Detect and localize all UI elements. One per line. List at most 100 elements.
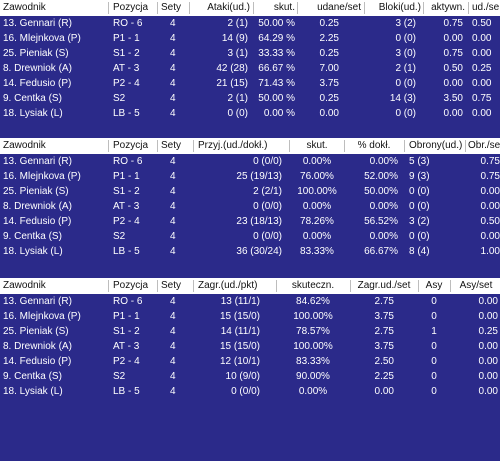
table-row[interactable]: 25. Pieniak (S) S1 - 2 4 14 (11/1) 78.57% 2.7… <box>0 324 500 339</box>
table-cell: 83.33% <box>296 356 330 367</box>
table-row[interactable]: 18. Lysiak (L) LB - 5 4 36 (30/24) 83.33% 66.… <box>0 244 500 259</box>
col-header-digs-per-set[interactable]: Obr./se <box>468 140 500 151</box>
table-cell: 0.25 <box>319 18 339 29</box>
table-cell: 71.43 % <box>258 78 295 89</box>
table-cell: AT - 3 <box>113 341 140 352</box>
player-name-cell: 13. Gennari (R) <box>3 156 72 167</box>
table-cell: 4 <box>170 356 176 367</box>
table-row[interactable]: 9. Centka (S) S2 4 2 (1) 50.00 % 0.25 14 (3) 3.… <box>0 91 500 106</box>
table-cell: 1 <box>431 326 437 337</box>
table-cell: 2.75 <box>374 296 394 307</box>
col-header-player[interactable]: Zawodnik <box>3 2 46 13</box>
table-cell: 0.50 <box>443 63 463 74</box>
col-header-serves[interactable]: Zagr.(ud./pkt) <box>198 280 258 291</box>
table-cell: 4 <box>170 108 176 119</box>
table-cell: 0 (0) <box>395 78 416 89</box>
table-row[interactable]: 16. Mlejnkova (P) P1 - 1 4 14 (9) 64.29 % 2.2… <box>0 31 500 46</box>
col-header-aces[interactable]: Asy <box>425 280 443 291</box>
table-cell: 0.00 <box>478 311 498 322</box>
table-cell: P1 - 1 <box>113 171 140 182</box>
table-cell: 2 (1) <box>227 18 248 29</box>
table-cell: 3.75 <box>374 311 394 322</box>
table-row[interactable]: 8. Drewniok (A) AT - 3 4 42 (28) 66.67 % 7.00… <box>0 61 500 76</box>
table-cell: 15 (15/0) <box>219 311 260 322</box>
table-cell: 0.00 <box>374 386 394 397</box>
col-header-blocks[interactable]: Bloki(ud.) <box>378 2 421 13</box>
col-header-position[interactable]: Pozycja <box>113 140 149 151</box>
table-row[interactable]: 16. Mlejnkova (P) P1 - 1 4 25 (19/13) 76.00%… <box>0 169 500 184</box>
table-cell: 4 <box>170 326 176 337</box>
player-name-cell: 16. Mlejnkova (P) <box>3 33 81 44</box>
col-header-successful-serves-per-set[interactable]: Zagr.ud./set <box>357 280 411 291</box>
table-row[interactable]: 8. Drewniok (A) AT - 3 4 0 (0/0) 0.00% 0.00% 0… <box>0 199 500 214</box>
col-header-attack-efficiency[interactable]: skut. <box>273 2 295 13</box>
table-row[interactable]: 13. Gennari (R) RO - 6 4 2 (1) 50.00 % 0.25 3 … <box>0 16 500 31</box>
player-name-cell: 14. Fedusio (P) <box>3 216 72 227</box>
table-cell: 0 (0) <box>409 231 430 242</box>
col-header-blocks-per-set[interactable]: ud./se <box>472 2 500 13</box>
col-header-player[interactable]: Zawodnik <box>3 280 46 291</box>
player-name-cell: 9. Centka (S) <box>3 371 62 382</box>
table-cell: 64.29 % <box>258 33 295 44</box>
table-cell: 0.00 % <box>263 108 295 119</box>
table-row[interactable]: 25. Pieniak (S) S1 - 2 4 3 (1) 33.33 % 0.25 3 … <box>0 46 500 61</box>
table-cell: RO - 6 <box>113 296 143 307</box>
player-name-cell: 9. Centka (S) <box>3 231 62 242</box>
table-cell: 0.00% <box>369 201 398 212</box>
table-cell: S2 <box>113 371 126 382</box>
col-header-activity[interactable]: aktywn. <box>431 2 465 13</box>
table-row[interactable]: 25. Pieniak (S) S1 - 2 4 2 (2/1) 100.00% 50.0… <box>0 184 500 199</box>
table-cell: 4 <box>170 216 176 227</box>
table-cell: P1 - 1 <box>113 311 140 322</box>
col-header-accuracy[interactable]: % dokł. <box>357 140 391 151</box>
table-cell: 3 (2) <box>409 216 430 227</box>
table-cell: 100.00% <box>297 186 337 197</box>
table-cell: 8 (4) <box>409 246 430 257</box>
table-cell: 0 <box>431 386 437 397</box>
table-row[interactable]: 9. Centka (S) S2 4 0 (0/0) 0.00% 0.00% 0 (0) 0.… <box>0 229 500 244</box>
col-header-digs[interactable]: Obrony(ud.) <box>409 140 463 151</box>
table-cell: S1 - 2 <box>113 326 140 337</box>
table-cell: P2 - 4 <box>113 78 140 89</box>
table-cell: P2 - 4 <box>113 216 140 227</box>
table-row[interactable]: 14. Fedusio (P) P2 - 4 4 23 (18/13) 78.26% 56… <box>0 214 500 229</box>
col-header-sets[interactable]: Sety <box>161 280 182 291</box>
table-row[interactable]: 14. Fedusio (P) P2 - 4 4 21 (15) 71.43 % 3.75… <box>0 76 500 91</box>
table-cell: 1.00 <box>480 246 500 257</box>
table-cell: 42 (28) <box>216 63 248 74</box>
table-cell: 4 <box>170 311 176 322</box>
table-cell: 4 <box>170 231 176 242</box>
player-name-cell: 13. Gennari (R) <box>3 18 72 29</box>
col-header-player[interactable]: Zawodnik <box>3 140 46 151</box>
table-row[interactable]: 14. Fedusio (P) P2 - 4 4 12 (10/1) 83.33% 2.5… <box>0 354 500 369</box>
table-row[interactable]: 18. Lysiak (L) LB - 5 4 0 (0/0) 0.00% 0.00 0 0.… <box>0 384 500 399</box>
col-header-receptions[interactable]: Przyj.(ud./dokł.) <box>198 140 268 151</box>
table-cell: AT - 3 <box>113 201 140 212</box>
col-header-position[interactable]: Pozycja <box>113 280 149 291</box>
col-header-serve-efficiency[interactable]: skuteczn. <box>291 280 335 291</box>
table-cell: 0.75 <box>472 93 492 104</box>
table-row[interactable]: 13. Gennari (R) RO - 6 4 13 (11/1) 84.62% 2.7… <box>0 294 500 309</box>
table-cell: 0.75 <box>480 156 500 167</box>
col-header-sets[interactable]: Sety <box>161 2 182 13</box>
col-header-reception-efficiency[interactable]: skut. <box>306 140 328 151</box>
table-row[interactable]: 16. Mlejnkova (P) P1 - 1 4 15 (15/0) 100.00%… <box>0 309 500 324</box>
table-row[interactable]: 9. Centka (S) S2 4 10 (9/0) 90.00% 2.25 0 0.00 <box>0 369 500 384</box>
table-cell: P2 - 4 <box>113 356 140 367</box>
col-header-successful-per-set[interactable]: udane/set <box>317 2 361 13</box>
table-cell: 4 <box>170 48 176 59</box>
col-header-sets[interactable]: Sety <box>161 140 182 151</box>
table-cell: 7.00 <box>319 63 339 74</box>
table-cell: P1 - 1 <box>113 33 140 44</box>
table-row[interactable]: 8. Drewniok (A) AT - 3 4 15 (15/0) 100.00% 3.… <box>0 339 500 354</box>
table-cell: 3.75 <box>374 341 394 352</box>
col-header-attacks[interactable]: Ataki(ud.) <box>207 2 250 13</box>
table-cell: 14 (3) <box>389 93 416 104</box>
col-header-position[interactable]: Pozycja <box>113 2 149 13</box>
col-header-aces-per-set[interactable]: Asy/set <box>459 280 493 291</box>
table-row[interactable]: 18. Lysiak (L) LB - 5 4 0 (0) 0.00 % 0.00 0 (0… <box>0 106 500 121</box>
table-cell: 0 (0) <box>409 201 430 212</box>
table-cell: 2.75 <box>374 326 394 337</box>
table-header: Zawodnik Pozycja Sety Zagr.(ud./pkt) sku… <box>0 278 500 294</box>
table-row[interactable]: 13. Gennari (R) RO - 6 4 0 (0/0) 0.00% 0.00% 5… <box>0 154 500 169</box>
